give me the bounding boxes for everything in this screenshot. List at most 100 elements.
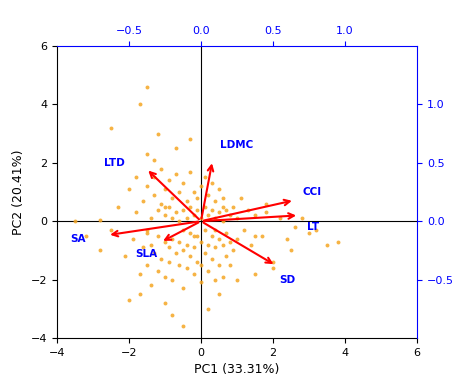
Point [193,195,201,201]
Point [157,200,165,207]
Point [208,180,216,186]
Point [226,212,234,218]
Point [179,207,187,213]
Point [237,195,245,201]
Point [229,247,237,253]
Point [334,238,342,245]
Point [197,280,205,286]
Point [161,238,169,245]
Point [312,227,320,233]
Point [269,259,277,265]
Point [172,145,180,151]
Point [204,242,212,248]
Text: LDMC: LDMC [220,140,254,150]
Point [150,192,158,198]
Point [193,207,201,213]
Point [175,262,183,268]
Point [150,250,158,257]
Point [172,209,180,215]
Point [201,227,209,233]
Point [168,195,176,201]
Point [211,276,219,283]
Point [165,259,173,265]
Point [323,242,331,248]
Text: SA: SA [71,234,86,244]
Point [269,265,277,271]
Point [179,323,187,329]
Point [219,242,227,248]
Point [175,238,183,245]
Point [143,230,151,236]
Point [222,230,230,236]
Point [233,236,241,242]
Point [251,212,259,218]
Point [215,291,223,297]
Point [291,224,299,230]
Point [121,253,129,259]
X-axis label: PC1 (33.31%): PC1 (33.31%) [194,363,280,376]
Point [183,242,191,248]
Point [211,244,219,250]
Point [229,204,237,210]
Point [226,262,234,268]
Point [240,227,248,233]
Point [258,233,266,239]
Point [222,207,230,213]
Point [201,174,209,180]
Point [165,244,173,250]
Point [201,204,209,210]
Point [204,306,212,312]
Point [147,282,155,288]
Point [262,209,270,215]
Point [190,233,198,239]
Point [190,189,198,195]
Point [222,253,230,259]
Point [186,204,194,210]
Point [168,236,176,242]
Point [251,271,259,277]
Point [154,131,162,137]
Point [132,174,140,180]
Point [186,136,194,142]
Point [157,256,165,262]
Point [143,84,151,90]
Point [143,183,151,189]
Point [136,101,144,108]
Point [219,273,227,280]
Point [208,233,216,239]
Point [183,198,191,204]
Point [143,262,151,268]
Point [161,212,169,218]
Point [165,204,173,210]
Point [208,256,216,262]
Point [190,212,198,218]
Point [197,262,205,268]
Point [125,186,133,192]
Point [211,198,219,204]
Point [190,271,198,277]
Point [193,233,201,239]
Point [211,215,219,221]
Point [150,157,158,163]
Point [211,227,219,233]
Text: CCI: CCI [302,187,321,197]
Point [226,238,234,245]
Point [175,189,183,195]
Point [165,177,173,184]
Point [161,186,169,192]
Point [186,169,194,175]
Point [305,230,313,236]
Point [244,207,252,213]
Point [276,215,284,221]
Text: SLA: SLA [135,249,157,259]
Point [82,233,90,239]
Point [172,250,180,257]
Point [168,311,176,318]
Point [247,242,255,248]
Point [157,166,165,172]
Point [201,250,209,257]
Point [107,125,115,131]
Point [219,218,227,224]
Point [71,218,79,224]
Point [107,227,115,233]
